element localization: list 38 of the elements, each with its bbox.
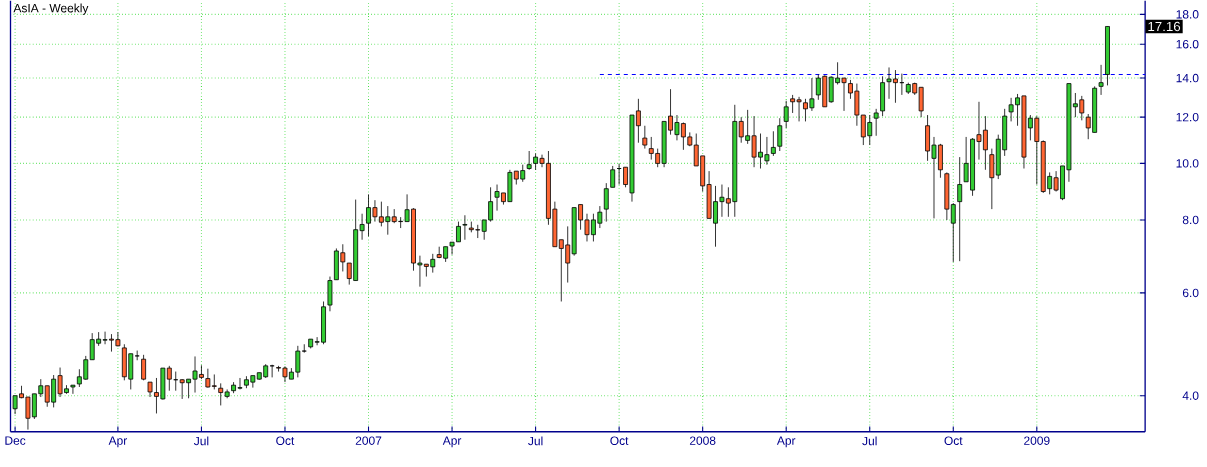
text: 17.16 bbox=[1148, 21, 1181, 32]
x-tick-label: Apr bbox=[108, 436, 128, 448]
y-tick-label: 10.0 bbox=[1176, 159, 1199, 168]
x-tick-label: Apr bbox=[442, 436, 462, 448]
y-tick-label: 18.0 bbox=[1176, 10, 1199, 19]
y-tick-label: 14.0 bbox=[1176, 73, 1199, 83]
y-tick-label: 8.0 bbox=[1182, 215, 1199, 225]
candlestick bbox=[526, 150, 532, 171]
candlestick bbox=[141, 354, 147, 381]
x-tick-label: Jul bbox=[528, 436, 543, 446]
x-tick-label: Jul bbox=[193, 436, 209, 446]
x-tick-label: Dec bbox=[5, 436, 26, 445]
x-tick-label: Oct bbox=[610, 436, 629, 446]
y-tick-label: 16.0 bbox=[1176, 40, 1199, 49]
x-tick-label: Oct bbox=[944, 436, 963, 446]
y-tick-label: 4.0 bbox=[1182, 391, 1199, 401]
chart-title: AsIA - Weekly bbox=[13, 3, 89, 15]
x-tick-label: 2008 bbox=[689, 436, 716, 446]
candlestick bbox=[957, 156, 963, 262]
x-tick-label: 2007 bbox=[355, 436, 382, 446]
candlestick bbox=[1098, 64, 1104, 96]
y-tick-label: 6.0 bbox=[1182, 288, 1199, 298]
candlestick bbox=[610, 165, 616, 188]
candlestick bbox=[70, 384, 76, 395]
candlestick bbox=[770, 131, 776, 157]
y-tick-label: 12.0 bbox=[1176, 113, 1199, 122]
candlestick bbox=[783, 100, 789, 129]
candlestick bbox=[603, 182, 609, 223]
candlestick bbox=[642, 125, 648, 150]
x-tick-label: Apr bbox=[776, 436, 796, 448]
candlestick bbox=[777, 117, 783, 152]
x-tick-label: 2009 bbox=[1024, 436, 1050, 446]
candlestick bbox=[456, 221, 461, 243]
x-tick-label: Oct bbox=[276, 436, 295, 446]
candlestick bbox=[301, 344, 307, 354]
candlestick bbox=[873, 108, 879, 137]
candlestick bbox=[462, 215, 468, 241]
x-tick-label: Jul bbox=[862, 436, 877, 446]
